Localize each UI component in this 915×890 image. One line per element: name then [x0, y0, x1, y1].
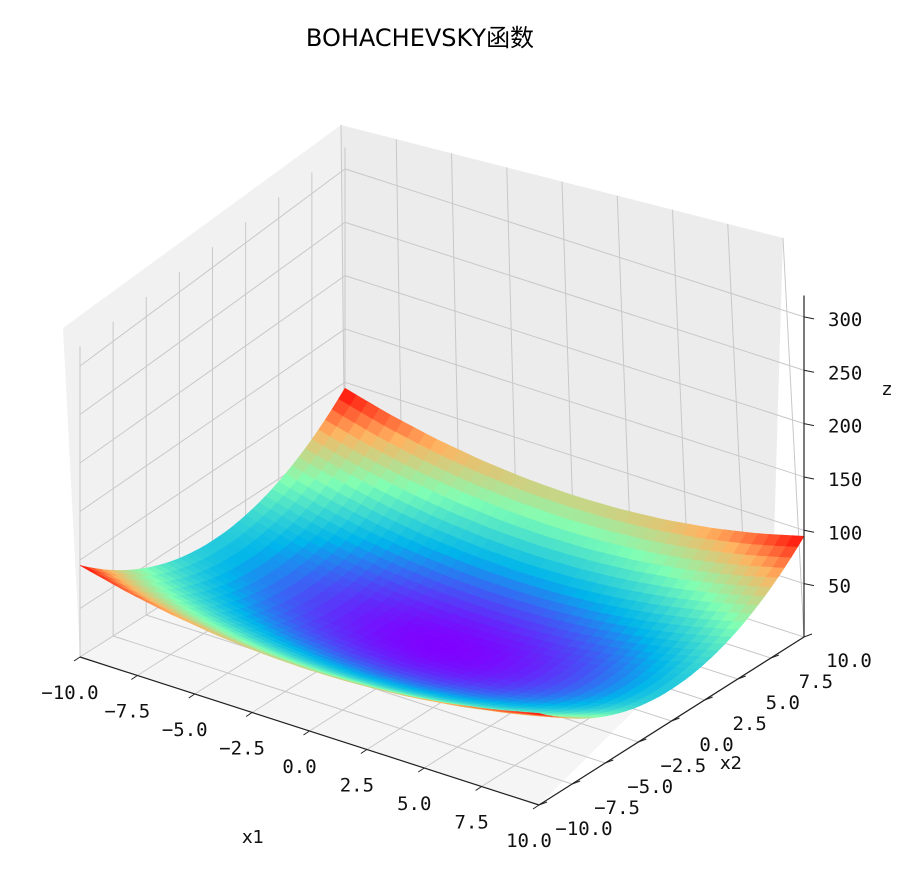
x-tick-mark — [475, 786, 482, 791]
z-tick-mark — [803, 476, 815, 480]
y-tick-label: −7.5 — [594, 797, 640, 819]
x-tick-mark — [245, 712, 253, 717]
x-tick-mark — [417, 767, 425, 773]
x-tick-label: 10.0 — [506, 830, 552, 852]
y-tick-mark — [770, 654, 780, 659]
x-tick-label: −5.0 — [162, 719, 208, 741]
x-tick-label: 0.0 — [282, 756, 316, 778]
x-tick-label: 7.5 — [454, 812, 488, 834]
z-tick-mark — [803, 316, 815, 320]
z-tick-label: 150 — [828, 469, 862, 491]
back-wall-gridline — [344, 328, 805, 478]
y-tick-mark — [671, 717, 680, 722]
z-tick-label: 100 — [828, 522, 862, 544]
y-tick-mark — [538, 801, 548, 806]
surface-facet — [527, 712, 546, 716]
y-tick-label: 10.0 — [826, 650, 872, 672]
y-tick-mark — [737, 675, 746, 680]
z-tick-label: 50 — [828, 576, 851, 598]
y-tick-label: −5.0 — [627, 776, 673, 798]
x-tick-label: 5.0 — [397, 793, 431, 815]
y-tick-mark — [638, 738, 647, 743]
y-tick-mark — [803, 633, 813, 638]
y-tick-label: 0.0 — [699, 734, 733, 756]
y-tick-mark — [704, 696, 713, 701]
x-tick-mark — [303, 730, 310, 736]
x-tick-mark — [360, 749, 368, 754]
y-tick-label: −2.5 — [660, 755, 706, 777]
x-tick-label: −10.0 — [41, 682, 98, 704]
z-tick-mark — [803, 369, 815, 373]
x-tick-mark — [73, 656, 81, 662]
y-tick-mark — [605, 759, 614, 764]
z-tick-mark — [803, 423, 815, 427]
back-wall-gridline — [344, 381, 805, 531]
z-tick-label: 250 — [828, 362, 862, 384]
x-tick-label: −7.5 — [104, 701, 150, 723]
y-tick-label: 7.5 — [799, 671, 833, 693]
y-tick-mark — [571, 780, 581, 785]
surface-plot — [79, 387, 805, 719]
x-tick-label: −2.5 — [219, 738, 265, 760]
tick-labels: −10.0−7.5−5.0−2.50.02.55.07.510.0−10.0−7… — [41, 309, 871, 852]
y-tick-label: −10.0 — [555, 818, 612, 840]
z-tick-label: 300 — [828, 309, 862, 331]
y-tick-label: 2.5 — [732, 713, 766, 735]
z-axis-label: z — [882, 379, 891, 400]
z-tick-mark — [803, 529, 815, 533]
x-tick-mark — [188, 693, 196, 699]
chart-title: BOHACHEVSKY函数 — [306, 24, 534, 52]
axis-lines — [73, 295, 815, 810]
x-axis-label: x1 — [242, 827, 264, 848]
y-tick-label: 5.0 — [766, 692, 800, 714]
z-tick-mark — [803, 583, 815, 587]
x-tick-mark — [532, 804, 540, 810]
back-wall-gridline — [344, 221, 805, 371]
z-tick-label: 200 — [828, 416, 862, 438]
back-wall-gridline — [344, 275, 805, 425]
back-wall-gridline — [782, 237, 805, 638]
x-tick-label: 2.5 — [340, 775, 374, 797]
y-axis-label: x2 — [720, 753, 742, 774]
back-wall-gridline — [344, 168, 805, 318]
x-tick-mark — [131, 675, 138, 680]
